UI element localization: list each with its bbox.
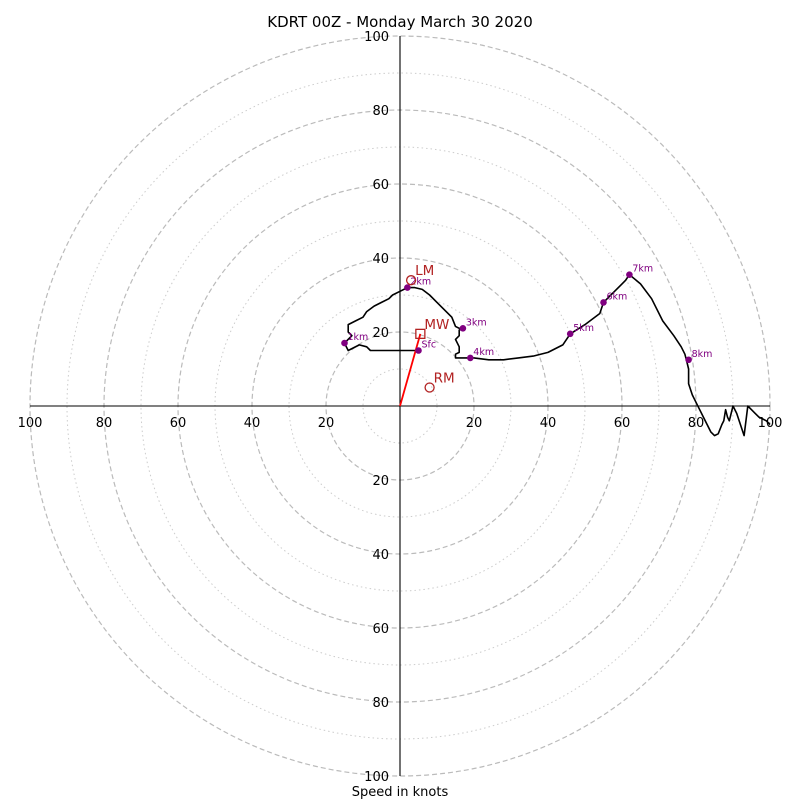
storm-motion-label: RM xyxy=(434,371,455,387)
y-tick-label: 20 xyxy=(372,474,389,489)
x-tick-label: 60 xyxy=(614,416,631,431)
storm-motion-label: LM xyxy=(415,263,434,279)
x-tick-label: 60 xyxy=(170,416,187,431)
hodograph-line xyxy=(343,273,771,437)
height-marker xyxy=(467,354,474,362)
height-marker xyxy=(600,299,607,306)
storm-motion-marker xyxy=(424,382,435,393)
y-tick-label: 40 xyxy=(372,252,389,267)
height-marker xyxy=(415,347,422,354)
chart-title: KDRT 00Z - Monday March 30 2020 xyxy=(267,13,532,31)
x-tick-label: 20 xyxy=(466,416,483,431)
y-tick-label: 100 xyxy=(364,30,389,45)
height-marker-label: 4km xyxy=(473,347,494,358)
height-marker-label: 6km xyxy=(607,291,628,302)
height-marker-label: 5km xyxy=(573,323,594,334)
height-marker xyxy=(685,356,692,364)
y-tick-label: 100 xyxy=(364,770,389,785)
y-tick-label: 80 xyxy=(372,696,389,711)
storm-motion-marker xyxy=(405,275,417,286)
x-tick-label: 40 xyxy=(540,416,557,431)
height-marker-label: 8km xyxy=(692,349,713,360)
y-tick-label: 60 xyxy=(372,178,389,193)
height-marker-label: 2km xyxy=(410,277,431,288)
height-marker xyxy=(459,325,467,332)
storm-motion-label: MW xyxy=(424,317,449,333)
height-marker xyxy=(341,339,348,347)
x-axis-label: Speed in knots xyxy=(352,785,449,800)
height-markers: Sfc 1km 2km 3km 4km 5km 6km 7km 8km xyxy=(341,264,713,364)
y-tick-label: 80 xyxy=(372,104,389,119)
y-tick-label: 20 xyxy=(372,326,389,341)
shear-vector xyxy=(399,333,422,407)
y-tick-label: 60 xyxy=(372,622,389,637)
height-marker-label: Sfc xyxy=(422,340,437,351)
x-tick-label: 100 xyxy=(18,416,43,431)
height-marker-label: 7km xyxy=(632,264,653,275)
x-tick-label: 80 xyxy=(96,416,113,431)
x-tick-label: 80 xyxy=(688,416,705,431)
hodograph-profile xyxy=(343,273,771,437)
height-marker xyxy=(626,271,633,278)
height-marker xyxy=(404,284,411,291)
y-tick-label: 40 xyxy=(372,548,389,563)
x-tick-label: 40 xyxy=(244,416,261,431)
height-marker-label: 3km xyxy=(466,317,487,328)
storm-motion-marker xyxy=(415,328,426,340)
axis-tick-labels: 100 80 60 40 20 20 40 60 80 100 100 80 60 40 20 20 40 60 8… xyxy=(18,30,783,785)
height-marker-label: 1km xyxy=(348,332,369,343)
x-tick-label: 20 xyxy=(318,416,335,431)
height-marker xyxy=(566,330,574,338)
storm-motion-markers: LM MW RM xyxy=(405,263,455,393)
